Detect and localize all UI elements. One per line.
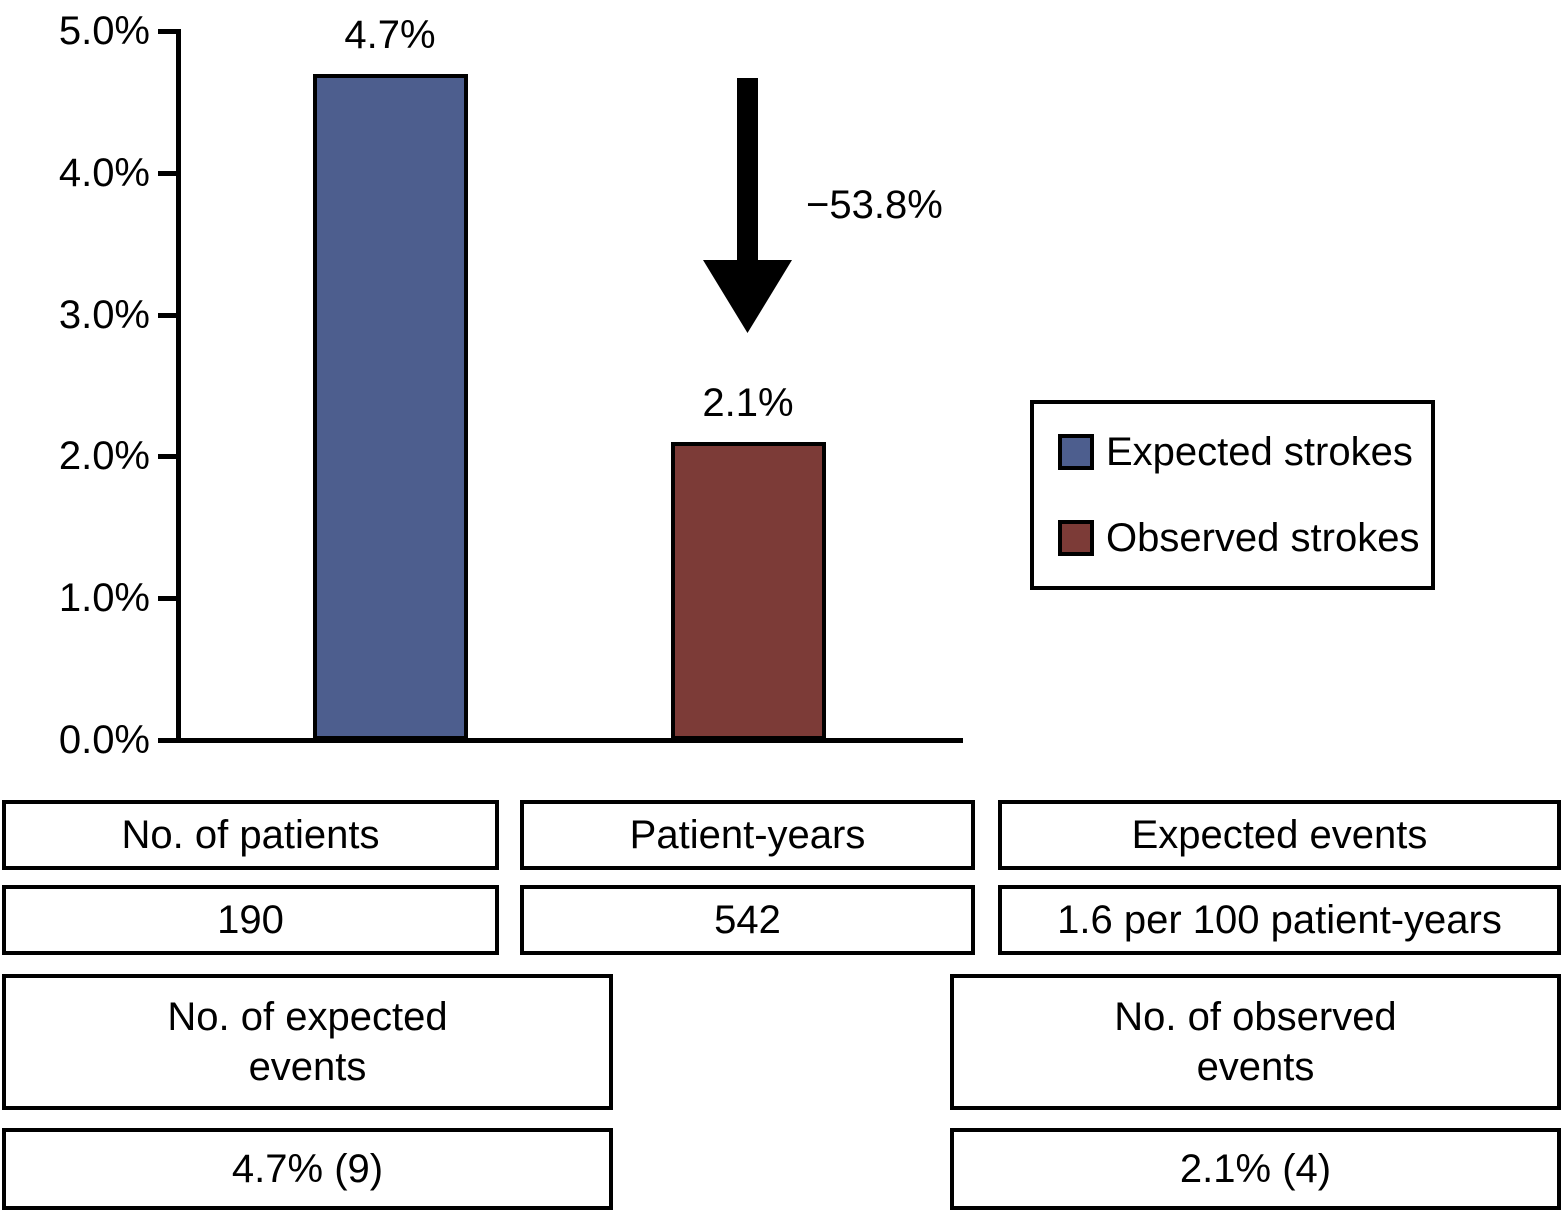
expected-events-value-box: 1.6 per 100 patient-years (998, 885, 1561, 955)
legend-item-observed: Observed strokes (1058, 516, 1420, 560)
no-of-patients-value-box: 190 (2, 885, 499, 955)
y-axis-line (176, 29, 181, 743)
legend-label-observed: Observed strokes (1106, 516, 1420, 560)
x-axis-line (176, 738, 963, 743)
patient-years-header-box: Patient-years (520, 800, 975, 870)
bar-chart: −53.8% 0.0% 1.0% 2.0% 3.0% 4.0% 5.0% 4.7% 2.1% (58, 9, 963, 762)
bar-value-label: 2.1% (702, 381, 794, 426)
patient-years-value: 542 (714, 898, 781, 942)
y-axis-tick (158, 170, 177, 176)
no-of-expected-events-header-line1: No. of expected (167, 995, 448, 1039)
patient-years-value-box: 542 (520, 885, 975, 955)
bar-value-label: 4.7% (344, 12, 436, 57)
y-axis-tick (158, 596, 177, 602)
no-of-expected-events-header-line2: events (248, 1045, 367, 1089)
observed-strokes-swatch-icon (1058, 520, 1094, 556)
no-of-observed-events-header-line2: events (1196, 1045, 1315, 1089)
no-of-expected-events-header-box: No. of expected events (2, 974, 613, 1110)
expected-strokes-swatch-icon (1058, 434, 1094, 470)
y-axis-tick (158, 29, 177, 34)
y-axis-tick (158, 312, 177, 318)
y-axis-tick-label: 4.0% (58, 150, 150, 195)
bar-expected-strokes (312, 73, 468, 740)
patient-years-header: Patient-years (629, 813, 866, 857)
no-of-patients-header: No. of patients (121, 813, 380, 857)
percent-reduction-label: −53.8% (806, 183, 943, 227)
expected-events-value: 1.6 per 100 patient-years (1057, 898, 1502, 942)
no-of-patients-value: 190 (217, 898, 284, 942)
expected-events-header: Expected events (1131, 813, 1428, 857)
y-axis-tick-label: 5.0% (58, 9, 150, 53)
bar-observed-strokes (670, 442, 826, 740)
chart-legend: Expected strokes Observed strokes (1030, 400, 1435, 590)
no-of-expected-events-value-box: 4.7% (9) (2, 1128, 613, 1210)
legend-item-expected: Expected strokes (1058, 430, 1413, 474)
y-axis-tick-label: 1.0% (58, 576, 150, 621)
no-of-expected-events-value: 4.7% (9) (231, 1147, 384, 1191)
no-of-observed-events-header-box: No. of observed events (950, 974, 1561, 1110)
legend-label-expected: Expected strokes (1106, 430, 1413, 474)
no-of-observed-events-value-box: 2.1% (4) (950, 1128, 1561, 1210)
expected-events-header-box: Expected events (998, 800, 1561, 870)
y-axis-tick (158, 454, 177, 460)
y-axis-tick-label: 3.0% (58, 292, 150, 337)
y-axis-tick (158, 738, 177, 743)
no-of-observed-events-value: 2.1% (4) (1179, 1147, 1332, 1191)
decrease-arrow-icon (703, 78, 792, 333)
y-axis-tick-label: 2.0% (58, 434, 150, 479)
no-of-patients-header-box: No. of patients (2, 800, 499, 870)
y-axis-tick-label: 0.0% (58, 718, 150, 762)
no-of-observed-events-header-line1: No. of observed (1114, 995, 1397, 1039)
